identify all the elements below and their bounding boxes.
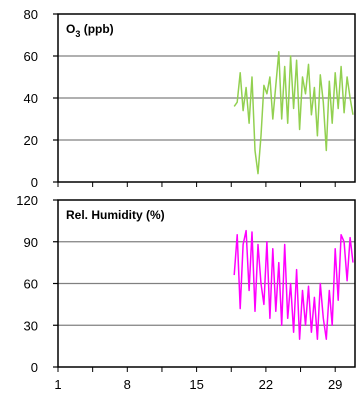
humidity-panel-title: Rel. Humidity (%) (66, 208, 165, 222)
ozone-panel: 0 20 40 60 80 O3 (ppb) (24, 7, 356, 190)
ozone-y-tick-label: 80 (24, 7, 38, 22)
ozone-y-tick-label: 0 (31, 175, 38, 190)
humidity-y-tick-label: 0 (31, 360, 38, 375)
humidity-panel: 0 30 60 90 120 1 8 15 22 29 Rel. Humidity (%) (16, 193, 356, 392)
humidity-x-tick-label: 8 (124, 377, 131, 392)
ozone-series-line (233, 51, 354, 175)
ozone-y-tick-label: 40 (24, 91, 38, 106)
ozone-panel-title: O3 (ppb) (66, 22, 114, 39)
ozone-y-tick-label: 20 (24, 133, 38, 148)
humidity-y-tick-label: 120 (16, 193, 38, 208)
humidity-x-tick-label: 29 (328, 377, 342, 392)
humidity-x-tick-label: 1 (54, 377, 61, 392)
humidity-x-tick-label: 15 (189, 377, 203, 392)
humidity-y-tick-label: 90 (24, 235, 38, 250)
humidity-y-tick-label: 30 (24, 318, 38, 333)
ozone-y-tick-label: 60 (24, 49, 38, 64)
humidity-x-tick-label: 22 (259, 377, 273, 392)
humidity-series-line (233, 229, 354, 340)
humidity-y-tick-label: 60 (24, 277, 38, 292)
